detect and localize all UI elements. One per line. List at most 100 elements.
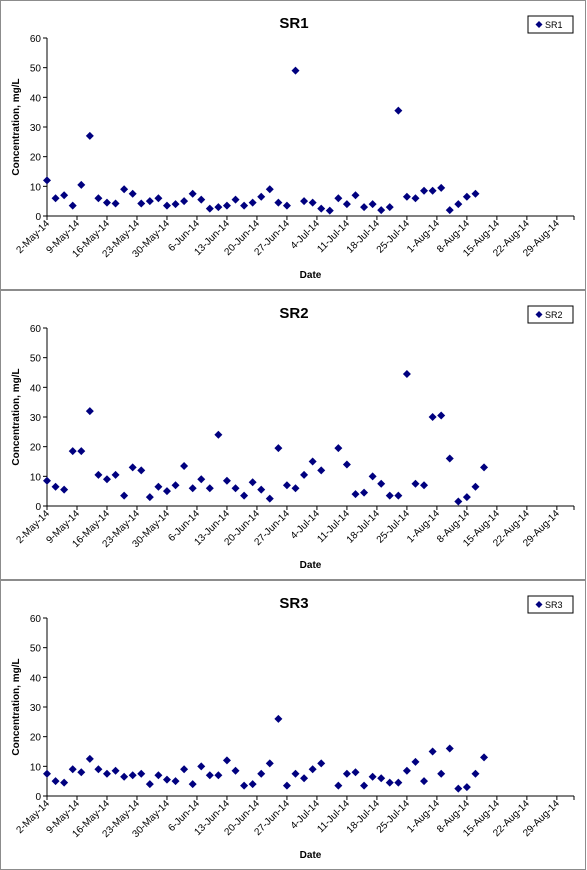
legend-label: SR3 xyxy=(545,600,563,610)
data-point xyxy=(188,189,197,198)
data-point xyxy=(137,466,146,475)
y-tick-label: 20 xyxy=(30,443,42,454)
data-point xyxy=(300,774,309,783)
data-point xyxy=(77,768,86,777)
data-point xyxy=(171,777,180,786)
y-tick-label: 10 xyxy=(30,182,42,193)
data-point xyxy=(60,485,69,494)
data-point xyxy=(128,189,137,198)
legend-marker xyxy=(535,21,543,28)
y-tick-label: 40 xyxy=(30,383,42,394)
data-point xyxy=(428,186,437,195)
data-point xyxy=(145,780,154,789)
data-point xyxy=(162,775,171,784)
data-point xyxy=(462,493,471,502)
y-tick-label: 0 xyxy=(35,212,41,223)
data-point xyxy=(317,204,326,213)
legend: SR1 xyxy=(527,15,574,34)
data-point xyxy=(257,192,266,201)
legend-marker xyxy=(535,311,543,318)
data-point xyxy=(120,772,129,781)
data-point xyxy=(154,771,163,780)
data-point xyxy=(171,200,180,209)
data-point xyxy=(308,457,317,466)
data-point xyxy=(205,484,214,493)
y-tick-label: 30 xyxy=(30,703,42,714)
data-point xyxy=(368,200,377,209)
y-axis-label: Concentration, mg/L xyxy=(11,658,22,755)
data-point xyxy=(240,781,249,790)
data-point xyxy=(102,198,111,207)
data-point xyxy=(402,192,411,201)
data-point xyxy=(342,769,351,778)
data-point xyxy=(342,460,351,469)
data-point xyxy=(231,195,240,204)
data-point xyxy=(265,185,274,194)
x-axis-label: Date xyxy=(300,560,322,571)
data-point xyxy=(214,430,223,439)
data-point xyxy=(411,194,420,203)
data-point xyxy=(385,491,394,500)
data-point xyxy=(94,194,103,203)
data-point xyxy=(420,186,429,195)
data-point xyxy=(480,753,489,762)
data-point xyxy=(240,491,249,500)
data-point xyxy=(428,413,437,421)
data-point xyxy=(205,771,214,780)
y-tick-label: 50 xyxy=(30,64,42,75)
data-point xyxy=(60,191,69,200)
data-point xyxy=(308,765,317,774)
data-point xyxy=(240,201,249,210)
data-point xyxy=(437,769,446,778)
data-point xyxy=(51,777,60,786)
data-point xyxy=(394,491,403,500)
data-point xyxy=(43,476,51,485)
data-point xyxy=(360,488,369,497)
legend-box xyxy=(527,15,574,34)
y-tick-label: 40 xyxy=(30,673,42,684)
data-point xyxy=(334,781,343,790)
data-point xyxy=(68,201,77,210)
chart-panel-sr2: SR2 0 10 20 30 40 50 60 2-May-14 9-May-14 16-May-1… xyxy=(0,290,586,580)
data-point xyxy=(222,756,231,765)
y-axis-label: Concentration, mg/L xyxy=(11,368,22,465)
data-point xyxy=(197,195,206,204)
data-point xyxy=(360,781,369,790)
y-tick-label: 0 xyxy=(35,502,41,513)
data-point xyxy=(402,369,411,378)
data-point xyxy=(102,475,111,484)
data-point xyxy=(231,484,240,493)
legend: SR3 xyxy=(527,595,574,614)
data-point xyxy=(128,771,137,780)
data-point xyxy=(257,485,266,494)
data-point xyxy=(317,759,326,768)
legend: SR2 xyxy=(527,305,574,324)
data-point xyxy=(68,447,77,456)
y-axis-label: Concentration, mg/L xyxy=(11,78,22,175)
data-point xyxy=(85,131,94,140)
data-point xyxy=(162,487,171,496)
data-point xyxy=(445,454,454,463)
y-tick-label: 20 xyxy=(30,733,42,744)
data-point xyxy=(291,484,300,493)
data-point xyxy=(282,201,291,210)
data-point xyxy=(222,476,231,485)
data-point xyxy=(214,771,223,780)
data-point xyxy=(274,444,283,453)
data-point xyxy=(43,176,51,185)
data-point xyxy=(188,484,197,493)
data-point xyxy=(197,762,206,771)
data-point xyxy=(420,481,429,490)
data-point xyxy=(85,754,94,763)
x-axis-label: Date xyxy=(300,850,322,861)
data-point xyxy=(180,461,189,470)
data-point xyxy=(162,201,171,210)
y-tick-label: 40 xyxy=(30,93,42,104)
data-point xyxy=(385,778,394,787)
legend-box xyxy=(527,595,574,614)
y-tick-label: 10 xyxy=(30,762,42,773)
legend-label: SR1 xyxy=(545,20,563,30)
data-point xyxy=(257,769,266,778)
y-tick-label: 20 xyxy=(30,153,42,164)
chart-panel-sr3: SR3 0 10 20 30 40 50 60 2-May-14 9-May-14 16-May-1… xyxy=(0,580,586,870)
